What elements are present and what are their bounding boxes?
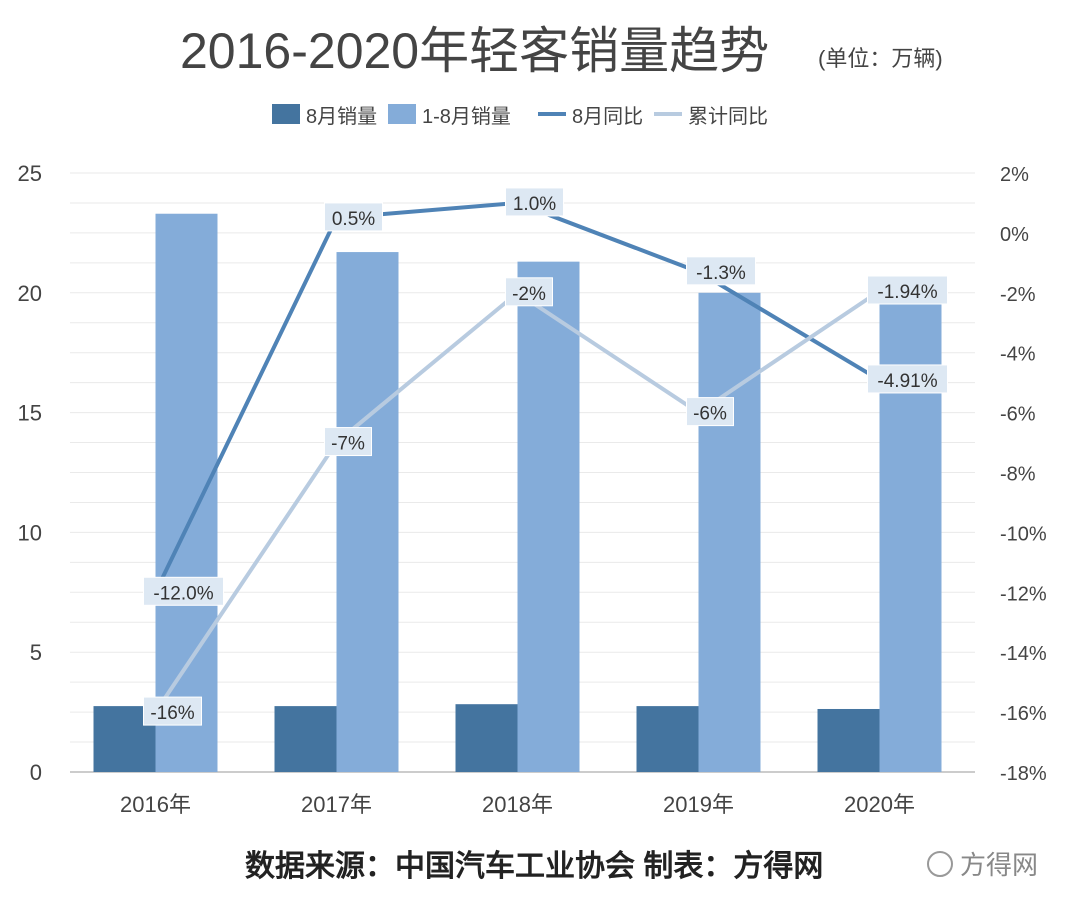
watermark-text: 方得网	[960, 850, 1038, 880]
left-tick-label: 25	[18, 161, 42, 186]
bar-ytd	[517, 261, 580, 772]
legend-label: 1-8月销量	[422, 105, 511, 128]
right-tick-label: -8%	[1000, 464, 1036, 486]
right-tick-label: -12%	[1000, 583, 1047, 605]
data-label-box	[686, 256, 756, 286]
bar-ytd	[336, 252, 399, 772]
bar-aug	[274, 706, 337, 772]
data-label: -2%	[512, 284, 546, 305]
right-tick-label: 2%	[1000, 164, 1029, 186]
data-label-box	[867, 364, 948, 394]
x-tick-label: 2017年	[301, 792, 372, 817]
unit-note: (单位：万辆)	[818, 46, 943, 71]
bar-ytd	[155, 213, 218, 772]
legend-label: 累计同比	[688, 105, 768, 128]
data-label-box	[505, 187, 564, 217]
legend-swatch	[272, 104, 300, 124]
data-label: -7%	[331, 434, 365, 455]
data-label-box	[505, 277, 553, 307]
lines: -12.0% 0.5% 1.0% -1.3% -4.91% -16% -7% -2% -6% -1…	[143, 187, 948, 726]
bar-aug	[636, 706, 699, 772]
data-label-box	[867, 275, 948, 305]
x-tick-label: 2020年	[844, 792, 915, 817]
data-label: 0.5%	[332, 209, 375, 230]
legend-label: 8月销量	[306, 105, 377, 128]
data-label: -16%	[150, 703, 194, 724]
right-tick-label: -2%	[1000, 284, 1036, 306]
data-label: -1.3%	[696, 263, 746, 284]
right-tick-label: -10%	[1000, 523, 1047, 545]
legend-swatch	[388, 104, 416, 124]
right-tick-label: -14%	[1000, 643, 1047, 665]
wechat-icon	[927, 851, 953, 877]
axes: 0 5 10 15 20 25 -18% -16% -14% -12% -10% -8% -6% -4% -…	[18, 161, 1047, 817]
x-tick-label: 2016年	[120, 792, 191, 817]
x-tick-label: 2018年	[482, 792, 553, 817]
legend: 8月销量 1-8月销量 8月同比 累计同比	[272, 104, 768, 128]
bar-aug	[455, 704, 518, 772]
chart-title: 2016-2020年轻客销量趋势	[180, 23, 769, 79]
data-label-box	[324, 427, 372, 457]
right-tick-label: -6%	[1000, 404, 1036, 426]
legend-swatch	[654, 112, 682, 116]
data-label: -12.0%	[153, 583, 213, 604]
left-tick-label: 5	[30, 640, 42, 665]
bar-ytd	[698, 292, 761, 772]
legend-label: 8月同比	[572, 105, 643, 128]
left-tick-label: 0	[30, 760, 42, 785]
right-tick-label: 0%	[1000, 224, 1029, 246]
left-tick-label: 20	[18, 281, 42, 306]
watermark: 方得网	[927, 850, 1038, 880]
right-tick-label: -4%	[1000, 344, 1036, 366]
data-label-box	[143, 576, 224, 606]
data-label: -6%	[693, 404, 727, 425]
left-tick-label: 10	[18, 520, 42, 545]
legend-swatch	[538, 112, 566, 116]
right-tick-label: -16%	[1000, 703, 1047, 725]
data-label: -4.91%	[877, 371, 937, 392]
right-tick-label: -18%	[1000, 763, 1047, 785]
data-label: 1.0%	[513, 194, 556, 215]
data-label-box	[686, 397, 734, 427]
x-tick-label: 2019年	[663, 792, 734, 817]
bars	[93, 213, 942, 772]
data-label-box	[324, 202, 383, 232]
left-tick-label: 15	[18, 401, 42, 426]
data-label-box	[143, 696, 202, 726]
source-note: 数据来源：中国汽车工业协会 制表：方得网	[245, 849, 823, 883]
data-label: -1.94%	[877, 282, 937, 303]
bar-aug	[817, 708, 880, 772]
